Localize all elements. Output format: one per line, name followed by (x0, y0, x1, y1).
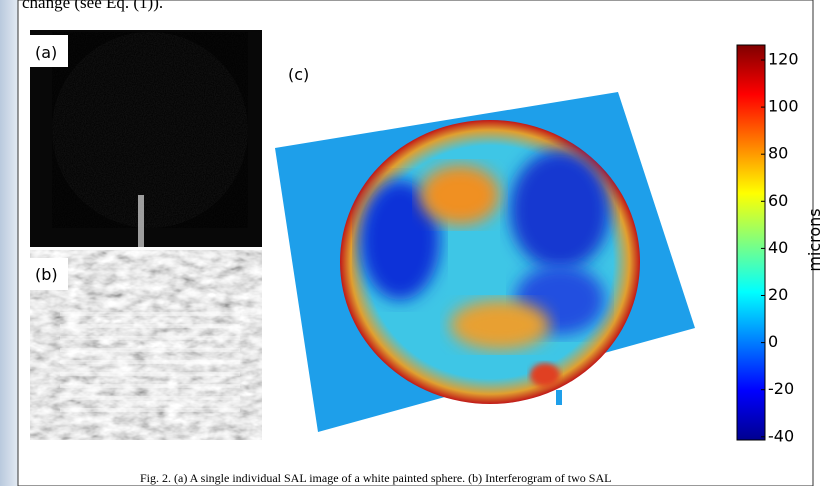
colorbar-tick-label: 100 (768, 97, 799, 116)
colorbar-tick-label: -20 (768, 379, 794, 398)
blob (420, 165, 500, 225)
panel-a-speckle (52, 32, 248, 228)
colorbar-tick-label: 40 (768, 238, 788, 257)
colorbar-label: microns (805, 208, 821, 271)
colorbar-tick-label: -40 (768, 426, 794, 445)
panel-label: (b) (35, 265, 58, 284)
panel-c-notch (556, 390, 562, 405)
colorbar-tick-label: 80 (768, 144, 788, 163)
panel-b-fringes (60, 310, 240, 420)
caption: Fig. 2. (a) A single individual SAL imag… (140, 471, 611, 485)
page: change (see Eq. (1)). (a) (b) (c) 120 100… (0, 0, 821, 486)
colorbar (737, 45, 765, 440)
panel-label: (c) (288, 65, 309, 84)
blob (450, 300, 550, 350)
panel-label: (a) (35, 43, 57, 62)
header-text: change (see Eq. (1)). (22, 0, 163, 12)
blob (510, 150, 610, 270)
colorbar-tick-label: 0 (768, 332, 778, 351)
figure-page: change (see Eq. (1)). (a) (b) (c) 120 100… (0, 0, 821, 486)
colorbar-tick-label: 20 (768, 285, 788, 304)
panel-a-stem (138, 195, 144, 247)
colorbar-tick-label: 60 (768, 191, 788, 210)
colorbar-tick-label: 120 (768, 50, 799, 69)
blob (530, 363, 560, 387)
